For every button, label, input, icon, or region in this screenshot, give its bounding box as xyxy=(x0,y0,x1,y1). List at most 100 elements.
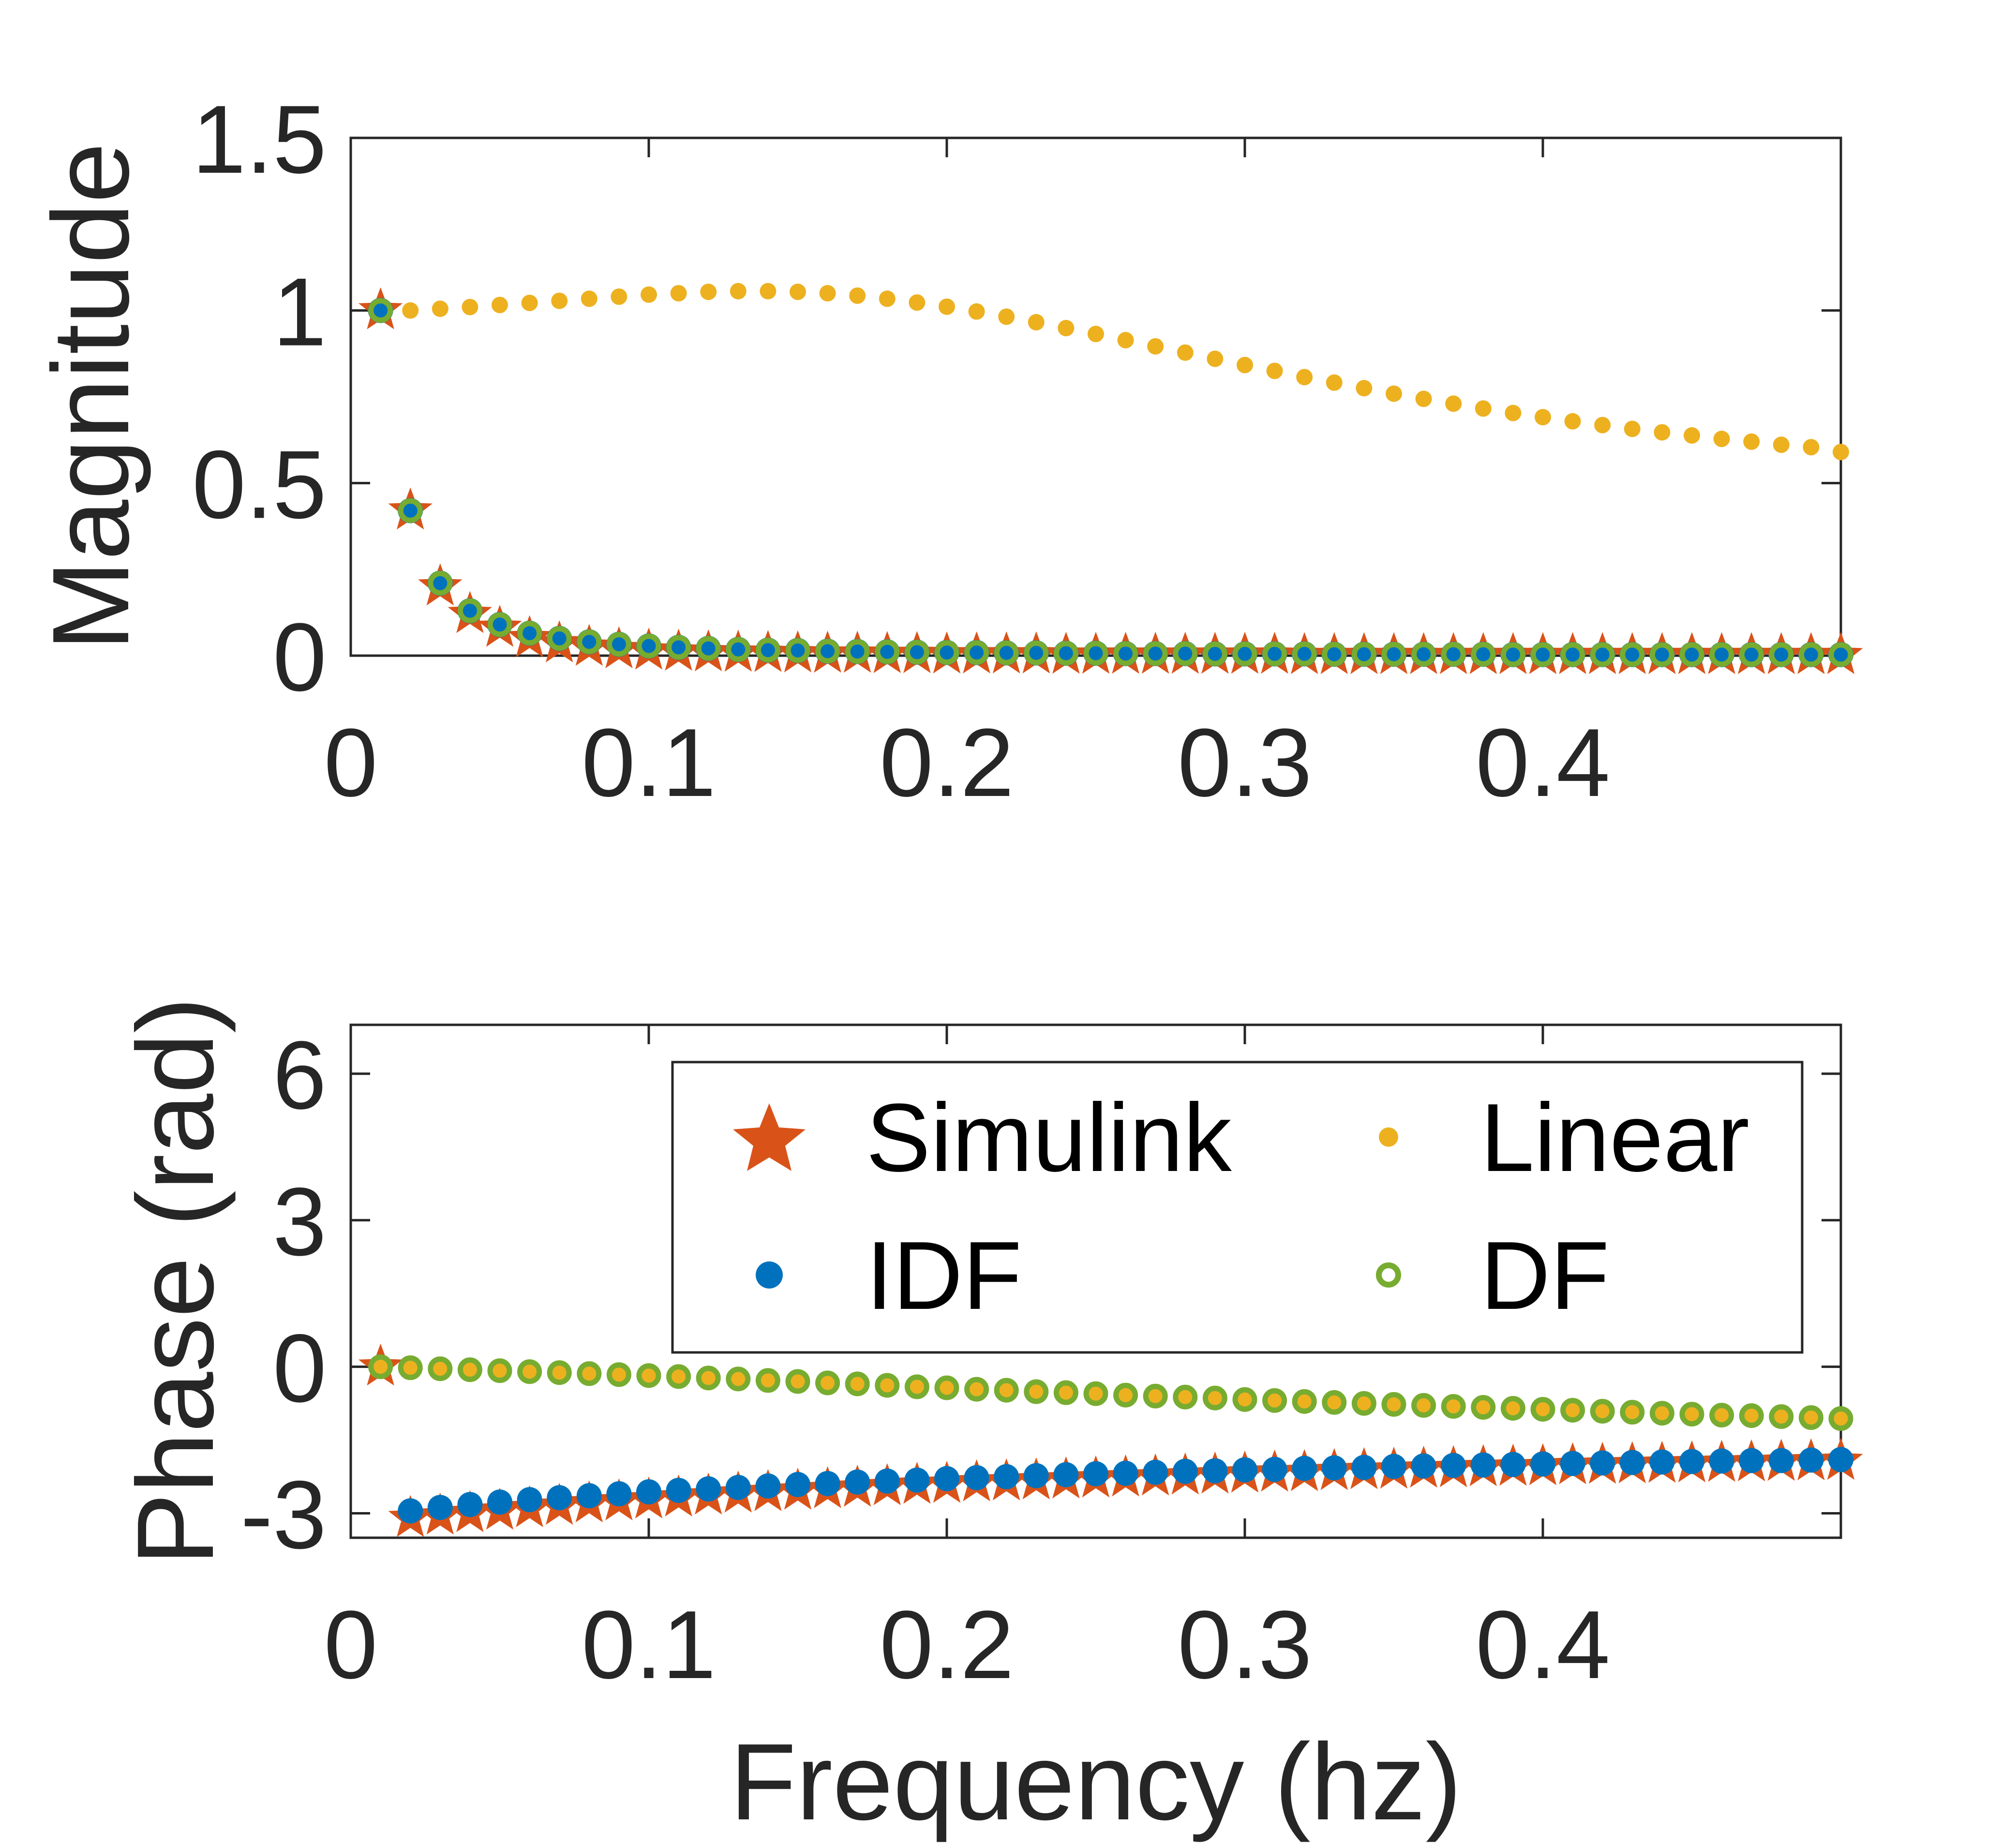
df-point xyxy=(1769,642,1794,667)
idf-point xyxy=(1679,1449,1704,1474)
linear-point xyxy=(1564,413,1581,430)
df-point xyxy=(1530,1396,1555,1422)
df-point xyxy=(1232,641,1257,666)
idf-point xyxy=(755,1473,781,1499)
linear-point xyxy=(402,302,419,319)
linear-point xyxy=(968,1381,985,1398)
df-point xyxy=(815,639,840,664)
idf-point xyxy=(1441,1453,1466,1478)
linear-point xyxy=(611,288,627,305)
x-tick-label: 0.2 xyxy=(880,709,1014,817)
df-point xyxy=(726,1366,751,1392)
linear-point xyxy=(1505,1400,1522,1417)
linear-point xyxy=(1088,1385,1104,1402)
linear-point xyxy=(1296,369,1313,386)
idf-point xyxy=(845,1469,870,1495)
legend-label-df: DF xyxy=(1480,1222,1610,1330)
y-tick-label: 6 xyxy=(273,1021,327,1129)
df-point xyxy=(1232,1387,1257,1412)
df-point xyxy=(1739,642,1764,667)
df-point xyxy=(994,1378,1019,1403)
df-point xyxy=(368,298,393,323)
df-point xyxy=(696,636,721,661)
df-point xyxy=(755,638,780,663)
x-tick-label: 0.4 xyxy=(1476,1591,1610,1699)
df-point xyxy=(428,570,453,596)
linear-point xyxy=(1117,1387,1134,1404)
idf-point xyxy=(487,1489,512,1515)
df-point xyxy=(487,612,512,637)
linear-point xyxy=(849,287,866,304)
df-point xyxy=(487,1358,512,1383)
linear-point xyxy=(1624,1404,1641,1421)
linear-point xyxy=(1237,1391,1253,1408)
x-tick-label: 0 xyxy=(324,1591,377,1699)
df-point xyxy=(1202,641,1227,666)
df-point xyxy=(517,621,542,646)
df-point xyxy=(1083,1381,1108,1406)
df-point xyxy=(1560,642,1585,667)
linear-point xyxy=(462,299,478,315)
phase-y-axis-label: Phase (rad) xyxy=(114,997,236,1566)
idf-point xyxy=(576,1483,602,1509)
linear-point xyxy=(1535,1401,1551,1418)
linear-point xyxy=(1773,436,1790,453)
x-axis-label: Frequency (hz) xyxy=(730,1721,1462,1843)
df-point xyxy=(1590,1399,1615,1424)
idf-point xyxy=(934,1466,959,1491)
df-point xyxy=(1739,1403,1764,1428)
x-tick-label: 0.2 xyxy=(880,1591,1014,1699)
linear-point xyxy=(1386,385,1402,402)
df-point xyxy=(1322,1390,1347,1415)
linear-point xyxy=(1803,1409,1820,1426)
linear-point xyxy=(998,1382,1015,1399)
linear-point xyxy=(1266,362,1283,379)
df-point xyxy=(964,640,989,665)
idf-point xyxy=(1590,1450,1615,1476)
linear-point xyxy=(670,285,687,301)
idf-point xyxy=(964,1465,989,1490)
df-point xyxy=(1590,642,1615,667)
idf-point xyxy=(994,1464,1019,1489)
linear-point xyxy=(1207,350,1224,367)
df-point xyxy=(1202,1385,1227,1410)
idf-point xyxy=(1560,1451,1585,1476)
linear-point xyxy=(1386,1396,1402,1413)
y-tick-label: 1 xyxy=(273,258,327,366)
df-point xyxy=(1560,1398,1585,1423)
linear-point xyxy=(1713,431,1730,448)
linear-point xyxy=(1356,380,1373,397)
idf-point xyxy=(1292,1455,1317,1481)
idf-point xyxy=(1828,1447,1853,1472)
df-point xyxy=(398,498,423,523)
df-point xyxy=(785,1369,810,1394)
linear-point xyxy=(1177,344,1194,361)
legend-entry-simulink: Simulink xyxy=(733,1084,1232,1192)
idf-point xyxy=(427,1495,453,1520)
linear-point xyxy=(1654,1405,1671,1422)
dot-icon xyxy=(1379,1127,1398,1147)
idf-point xyxy=(1143,1459,1168,1485)
y-tick-label: 1.5 xyxy=(192,86,327,194)
idf-point xyxy=(1321,1455,1347,1481)
linear-point xyxy=(432,1360,448,1377)
linear-point xyxy=(1743,433,1760,450)
idf-point xyxy=(696,1476,721,1502)
idf-point xyxy=(1172,1458,1198,1484)
x-tick-label: 0.4 xyxy=(1476,709,1610,817)
idf-point xyxy=(1202,1458,1228,1484)
df-point xyxy=(1143,641,1168,666)
linear-point xyxy=(492,1362,508,1379)
x-tick-label: 0.1 xyxy=(582,1591,716,1699)
df-point xyxy=(1620,1400,1645,1425)
phase-data-points xyxy=(358,1343,1863,1537)
df-point xyxy=(636,1363,661,1388)
idf-point xyxy=(1530,1451,1555,1477)
y-tick-label: 3 xyxy=(273,1168,327,1276)
linear-point xyxy=(1058,320,1075,337)
linear-point xyxy=(1028,1383,1045,1400)
x-tick-label: 0.1 xyxy=(582,709,716,817)
df-point xyxy=(755,1368,780,1393)
df-point xyxy=(1679,1402,1704,1427)
